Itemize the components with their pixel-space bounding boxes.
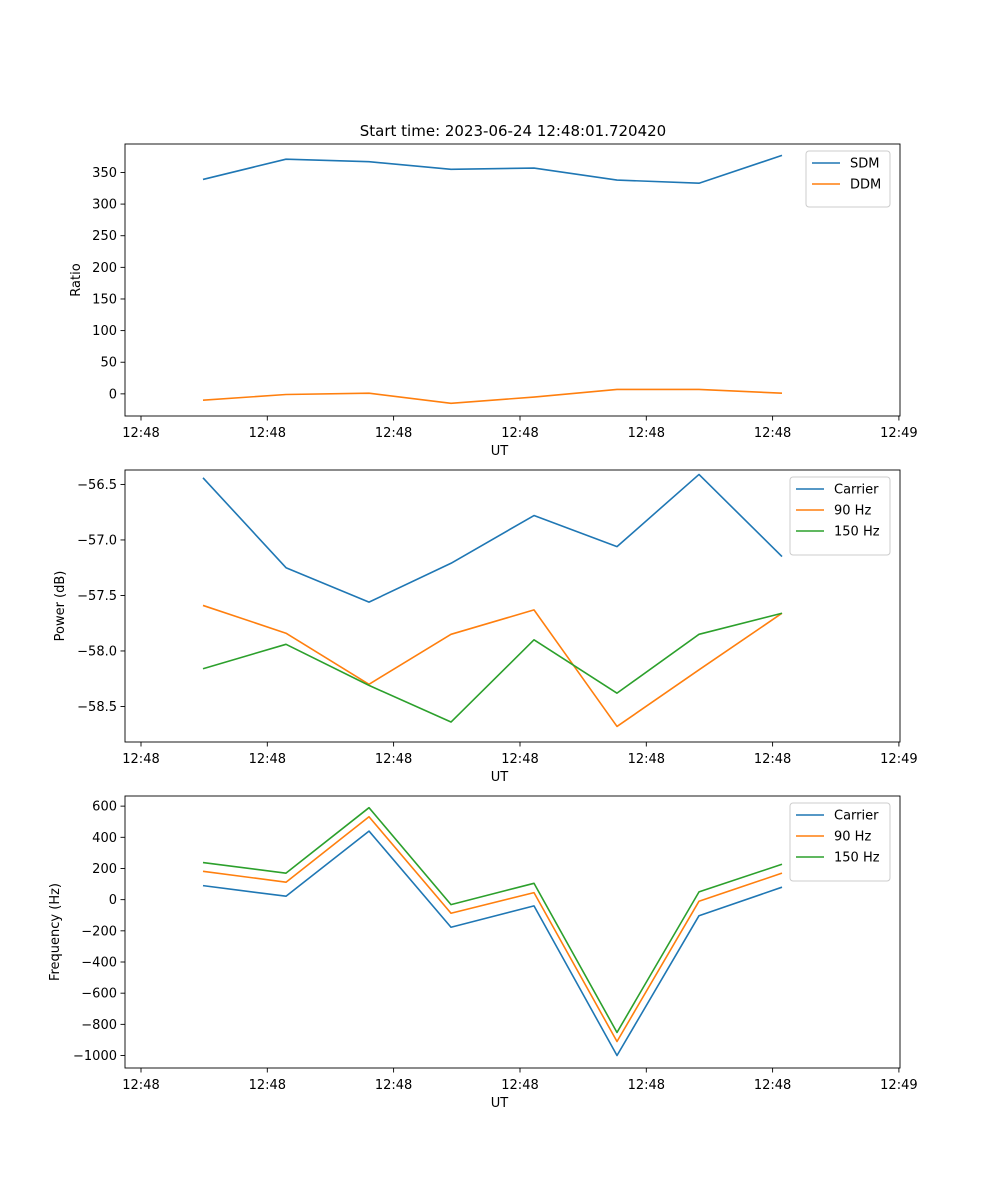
x-tick-label: 12:49 (880, 1078, 917, 1093)
legend: SDM DDM (805, 150, 891, 208)
x-tick-label: 12:48 (249, 1078, 286, 1093)
y-tick-label: 100 (92, 324, 117, 339)
x-tick-label: 12:48 (754, 752, 791, 767)
legend-label: Carrier (834, 809, 879, 824)
x-axis-label: UT (491, 444, 509, 459)
y-tick-label: 0 (109, 387, 117, 402)
chart-panel-2: 12:48 12:48 12:48 12:48 12:48 12:48 12:49 −58.5… (53, 469, 918, 785)
y-tick-label: −56.5 (77, 478, 117, 493)
x-tick-label: 12:48 (249, 426, 286, 441)
y-tick-label: −600 (81, 987, 117, 1002)
y-tick-label: 0 (109, 893, 117, 908)
series-line-3 (202, 612, 783, 723)
x-tick-label: 12:48 (122, 1078, 159, 1093)
x-tick-label: 12:48 (501, 426, 538, 441)
x-tick-label: 12:48 (754, 1078, 791, 1093)
y-tick-label: 250 (92, 229, 117, 244)
y-tick-label: 50 (100, 356, 117, 371)
y-tick-label: −400 (81, 956, 117, 971)
chart-panels: 12:48 12:48 12:48 12:48 12:48 12:48 12:49 0 50 10… (48, 143, 918, 1111)
legend-label: 150 Hz (834, 525, 880, 540)
axes-frame (124, 469, 901, 743)
legend: Carrier 90 Hz 150 Hz (789, 802, 891, 882)
series-line-1 (202, 473, 783, 603)
y-axis-label: Ratio (69, 263, 84, 296)
y-tick-label: −57.5 (77, 589, 117, 604)
y-tick-label: −1000 (73, 1049, 117, 1064)
legend-box (789, 802, 891, 882)
series-line-1 (202, 830, 783, 1057)
x-tick-label: 12:48 (122, 752, 159, 767)
y-tick-label: 300 (92, 198, 117, 213)
series-line-2 (202, 815, 783, 1043)
y-tick-label: 200 (92, 862, 117, 877)
y-axis-label: Frequency (Hz) (48, 883, 63, 981)
x-tick-label: 12:48 (501, 1078, 538, 1093)
chart-panel-1: 12:48 12:48 12:48 12:48 12:48 12:48 12:49 0 50 10… (69, 143, 918, 459)
legend-label: DDM (850, 178, 881, 193)
x-tick-label: 12:48 (375, 752, 412, 767)
figure-title: Start time: 2023-06-24 12:48:01.720420 (360, 122, 666, 140)
y-tick-label: −58.5 (77, 700, 117, 715)
legend-label: 90 Hz (834, 830, 871, 845)
y-axis-label: Power (dB) (53, 571, 68, 642)
series-line-2 (202, 604, 783, 728)
series-line-3 (202, 806, 783, 1034)
axes-frame (124, 795, 901, 1069)
axes-frame (124, 143, 901, 417)
x-axis-label: UT (491, 1096, 509, 1111)
x-tick-label: 12:48 (628, 752, 665, 767)
legend-label: 150 Hz (834, 851, 880, 866)
y-tick-label: 200 (92, 261, 117, 276)
x-tick-label: 12:48 (754, 426, 791, 441)
y-tick-label: −58.0 (77, 644, 117, 659)
x-tick-label: 12:48 (375, 1078, 412, 1093)
y-tick-label: −800 (81, 1018, 117, 1033)
series-line-1 (202, 154, 783, 185)
legend-label: SDM (850, 157, 879, 172)
y-tick-label: 600 (92, 800, 117, 815)
x-tick-label: 12:48 (628, 426, 665, 441)
legend-label: 90 Hz (834, 504, 871, 519)
x-tick-label: 12:48 (375, 426, 412, 441)
y-tick-label: −200 (81, 924, 117, 939)
legend-label: Carrier (834, 483, 879, 498)
y-tick-label: −57.0 (77, 533, 117, 548)
x-tick-label: 12:48 (501, 752, 538, 767)
y-tick-label: 150 (92, 292, 117, 307)
x-tick-label: 12:48 (628, 1078, 665, 1093)
series-line-2 (202, 388, 783, 405)
legend: Carrier 90 Hz 150 Hz (789, 476, 891, 556)
x-tick-label: 12:49 (880, 752, 917, 767)
x-tick-label: 12:48 (122, 426, 159, 441)
x-tick-label: 12:48 (249, 752, 286, 767)
x-axis-label: UT (491, 770, 509, 785)
legend-box (805, 150, 891, 208)
x-tick-label: 12:49 (880, 426, 917, 441)
legend-box (789, 476, 891, 556)
chart-panel-3: 12:48 12:48 12:48 12:48 12:48 12:48 12:49 −1000… (48, 795, 918, 1111)
y-tick-label: 350 (92, 166, 117, 181)
y-tick-label: 400 (92, 831, 117, 846)
